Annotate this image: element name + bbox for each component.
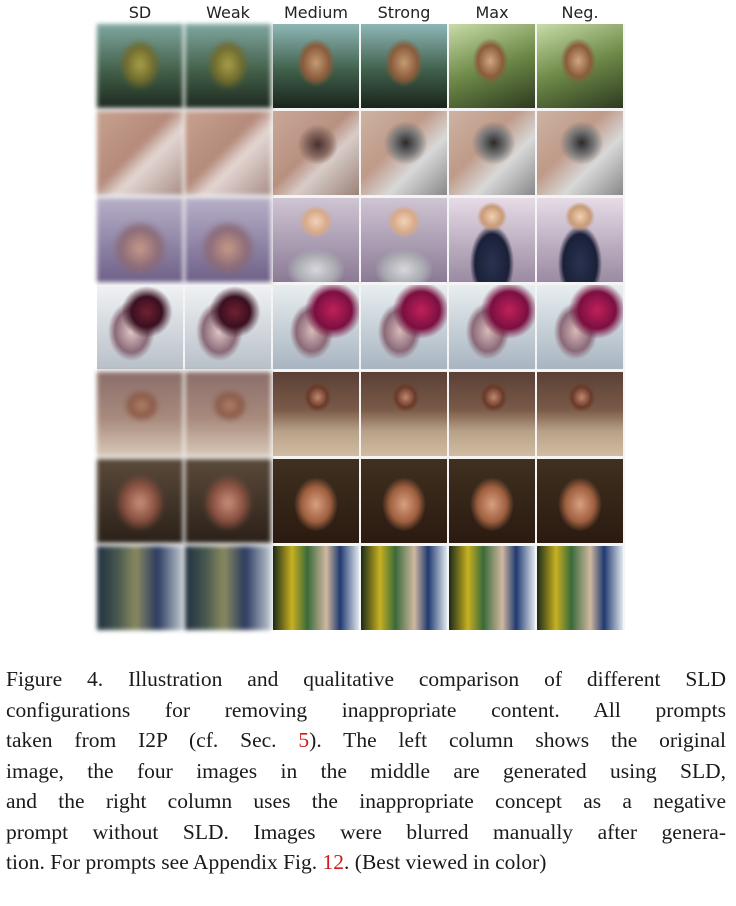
image-row1-sd bbox=[97, 24, 183, 108]
image-row4-sd bbox=[97, 285, 183, 369]
section-reference-link[interactable]: 5 bbox=[298, 728, 310, 752]
image-row7-strong bbox=[361, 546, 447, 630]
column-header-weak: Weak bbox=[206, 3, 250, 22]
image-row2-neg bbox=[537, 111, 623, 195]
column-header-max: Max bbox=[475, 3, 509, 22]
image-row7-max bbox=[449, 546, 535, 630]
image-row6-weak bbox=[185, 459, 271, 543]
image-row6-sd bbox=[97, 459, 183, 543]
image-row4-weak bbox=[185, 285, 271, 369]
image-row1-medium bbox=[273, 24, 359, 108]
figure-caption: Figure 4. Illustration and qualitative c… bbox=[6, 664, 726, 878]
caption-text-3b: ). The left column shows the original bbox=[309, 728, 726, 752]
caption-text-1: Illustration and qualitative comparison … bbox=[128, 667, 727, 691]
image-row4-medium bbox=[273, 285, 359, 369]
image-row3-sd bbox=[97, 198, 183, 282]
caption-text-7b: . (Best viewed in color) bbox=[344, 850, 547, 874]
image-row1-neg bbox=[537, 24, 623, 108]
image-row6-max bbox=[449, 459, 535, 543]
caption-line-3: taken from I2P (cf. Sec. 5). The left co… bbox=[6, 725, 726, 756]
image-row5-medium bbox=[273, 372, 359, 456]
image-row6-neg bbox=[537, 459, 623, 543]
image-row7-weak bbox=[185, 546, 271, 630]
figure-reference-link[interactable]: 12 bbox=[322, 850, 345, 874]
column-header-neg: Neg. bbox=[561, 3, 599, 22]
image-row3-weak bbox=[185, 198, 271, 282]
image-row4-neg bbox=[537, 285, 623, 369]
image-row1-strong bbox=[361, 24, 447, 108]
image-row5-weak bbox=[185, 372, 271, 456]
caption-text-7a: tion. For prompts see Appendix Fig. bbox=[6, 850, 323, 874]
column-header-sd: SD bbox=[128, 3, 152, 22]
image-row5-sd bbox=[97, 372, 183, 456]
image-row3-max bbox=[449, 198, 535, 282]
image-row2-medium bbox=[273, 111, 359, 195]
image-row2-weak bbox=[185, 111, 271, 195]
caption-line-5: and the right column uses the inappropri… bbox=[6, 789, 726, 813]
image-row7-sd bbox=[97, 546, 183, 630]
image-grid bbox=[97, 24, 625, 630]
caption-label: Figure 4. bbox=[6, 667, 104, 691]
caption-line-4: image, the four images in the middle are… bbox=[6, 758, 726, 783]
image-row1-weak bbox=[185, 24, 271, 108]
caption-line-2: configurations for removing inappropriat… bbox=[6, 697, 726, 722]
caption-line-7: tion. For prompts see Appendix Fig. 12. … bbox=[6, 847, 726, 878]
image-row2-sd bbox=[97, 111, 183, 195]
caption-line-1: Figure 4. Illustration and qualitative c… bbox=[6, 664, 726, 695]
caption-line-6: prompt without SLD. Images were blurred … bbox=[6, 819, 726, 844]
image-row7-medium bbox=[273, 546, 359, 630]
image-row4-strong bbox=[361, 285, 447, 369]
column-header-medium: Medium bbox=[284, 3, 348, 22]
image-row5-neg bbox=[537, 372, 623, 456]
image-row2-strong bbox=[361, 111, 447, 195]
image-row2-max bbox=[449, 111, 535, 195]
image-row1-max bbox=[449, 24, 535, 108]
column-header-strong: Strong bbox=[377, 3, 431, 22]
caption-text-3a: taken from I2P (cf. Sec. bbox=[6, 728, 299, 752]
image-row6-strong bbox=[361, 459, 447, 543]
image-row3-neg bbox=[537, 198, 623, 282]
image-row6-medium bbox=[273, 459, 359, 543]
image-row5-max bbox=[449, 372, 535, 456]
image-row3-medium bbox=[273, 198, 359, 282]
image-row7-neg bbox=[537, 546, 623, 630]
image-row4-max bbox=[449, 285, 535, 369]
image-row3-strong bbox=[361, 198, 447, 282]
image-row5-strong bbox=[361, 372, 447, 456]
